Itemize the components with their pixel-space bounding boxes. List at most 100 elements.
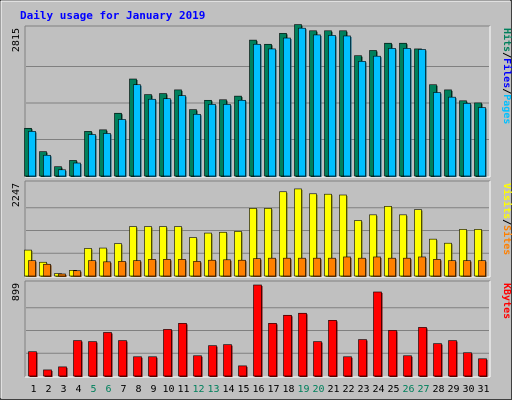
bar-body — [253, 284, 262, 377]
bar-body — [418, 256, 426, 277]
bar-body — [418, 49, 426, 177]
bar-kbytes-30 — [463, 352, 473, 377]
bar-body — [28, 131, 36, 177]
bar-kbytes-27 — [418, 327, 428, 377]
bar-body — [388, 48, 396, 177]
bar-body — [313, 341, 322, 377]
bar-kbytes-20 — [313, 341, 323, 377]
bar-sites-12 — [193, 261, 202, 277]
bar-kbytes-6 — [103, 332, 113, 377]
bar-sites-27 — [418, 256, 427, 277]
bar-kbytes-1 — [28, 351, 38, 377]
x-tick-label-16: 16 — [252, 384, 264, 395]
bar-sites-22 — [343, 256, 352, 277]
bar-sites-13 — [208, 259, 217, 277]
legend-entry: Visits — [501, 183, 512, 219]
bar-visits-30 — [459, 229, 468, 277]
bar-files-12 — [193, 113, 202, 177]
bar-body — [313, 34, 321, 177]
bar-body — [178, 323, 187, 377]
bar-kbytes-5 — [88, 341, 98, 377]
bar-kbytes-21 — [328, 320, 338, 377]
bar-sites-24 — [373, 256, 382, 277]
x-tick-label-12: 12 — [192, 384, 204, 395]
x-tick-label-5: 5 — [90, 384, 96, 395]
x-tick-label-10: 10 — [162, 384, 174, 395]
bar-files-11 — [178, 95, 187, 177]
bar-sites-19 — [298, 257, 307, 277]
x-tick-label-23: 23 — [357, 384, 369, 395]
x-tick-label-7: 7 — [120, 384, 126, 395]
bar-kbytes-28 — [433, 343, 443, 377]
bar-body — [103, 133, 111, 177]
bar-body — [189, 237, 197, 277]
bar-body — [118, 340, 127, 377]
bar-body — [283, 37, 291, 177]
x-tick-label-17: 17 — [267, 384, 279, 395]
bar-kbytes-31 — [478, 358, 488, 377]
bar-sites-29 — [448, 260, 457, 277]
bar-visits-16 — [249, 208, 258, 277]
bar-body — [373, 256, 381, 277]
x-tick-label-27: 27 — [417, 384, 429, 395]
bar-body — [223, 344, 232, 377]
bar-files-31 — [478, 107, 487, 177]
legend-entry: Sites — [501, 225, 512, 255]
bar-body — [133, 260, 141, 277]
bar-visits-15 — [234, 231, 243, 277]
bar-sites-17 — [268, 257, 277, 277]
bar-body — [358, 257, 366, 277]
x-tick-label-6: 6 — [105, 384, 111, 395]
bar-sites-4 — [73, 270, 82, 277]
bar-kbytes-12 — [193, 355, 203, 377]
bar-files-9 — [148, 98, 157, 177]
x-tick-label-29: 29 — [447, 384, 459, 395]
bar-body — [283, 314, 292, 377]
bar-body — [448, 96, 456, 177]
bar-files-6 — [103, 133, 112, 177]
bar-sites-3 — [58, 273, 67, 277]
bar-body — [268, 257, 276, 277]
bar-body — [444, 242, 452, 277]
bar-body — [163, 329, 172, 377]
bar-files-28 — [433, 92, 442, 177]
bar-files-5 — [88, 134, 97, 177]
bar-kbytes-7 — [118, 340, 128, 377]
bar-sites-18 — [283, 257, 292, 277]
bar-kbytes-3 — [58, 366, 68, 377]
bar-files-18 — [283, 37, 292, 177]
bar-files-8 — [133, 84, 142, 177]
bar-kbytes-11 — [178, 323, 188, 377]
x-tick-label-14: 14 — [222, 384, 234, 395]
bar-visits-20 — [309, 193, 318, 277]
bar-body — [358, 61, 366, 177]
bar-body — [298, 257, 306, 277]
bar-kbytes-29 — [448, 340, 458, 377]
bar-body — [253, 258, 261, 277]
bar-sites-10 — [163, 259, 172, 277]
bar-body — [328, 320, 337, 377]
bar-sites-9 — [148, 259, 157, 277]
bar-body — [204, 232, 212, 277]
bar-body — [148, 356, 157, 377]
bar-body — [403, 355, 412, 377]
bar-body — [73, 340, 82, 377]
bar-body — [133, 84, 141, 177]
bar-files-3 — [58, 169, 67, 177]
bar-body — [324, 193, 332, 277]
bar-body — [163, 98, 171, 177]
bar-sites-26 — [403, 257, 412, 277]
bar-files-13 — [208, 104, 217, 177]
bar-body — [294, 188, 302, 277]
bar-kbytes-25 — [388, 330, 398, 377]
x-tick-label-31: 31 — [477, 384, 489, 395]
bar-body — [43, 369, 52, 377]
bar-body — [358, 339, 367, 377]
bar-visits-27 — [414, 209, 423, 277]
bar-body — [58, 273, 66, 277]
bar-sites-15 — [238, 259, 247, 277]
bar-kbytes-22 — [343, 356, 353, 377]
x-axis-labels: 1 2 3 4 5 6 7 8 9 10 11 12 13 14 15 16 17 18 19 20 21 22 23 24 2… — [30, 384, 489, 395]
bar-body — [433, 92, 441, 177]
